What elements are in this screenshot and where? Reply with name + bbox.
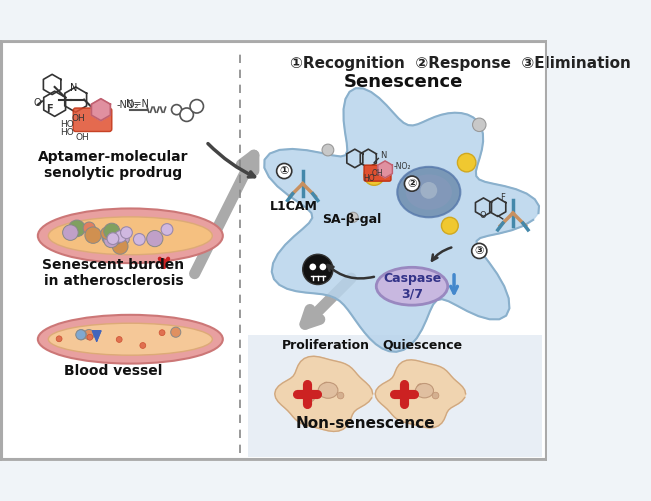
Circle shape xyxy=(104,223,120,239)
Text: F: F xyxy=(46,104,53,114)
Text: Proliferation: Proliferation xyxy=(281,339,369,352)
Text: HO: HO xyxy=(61,120,74,129)
Circle shape xyxy=(115,230,126,242)
Ellipse shape xyxy=(38,208,223,263)
Circle shape xyxy=(120,235,130,244)
Circle shape xyxy=(180,108,193,121)
Circle shape xyxy=(364,165,384,185)
Ellipse shape xyxy=(406,174,452,210)
Text: ③: ③ xyxy=(475,246,484,256)
Circle shape xyxy=(348,212,358,222)
Circle shape xyxy=(402,397,409,404)
Circle shape xyxy=(320,264,326,270)
FancyBboxPatch shape xyxy=(248,335,542,457)
Ellipse shape xyxy=(48,323,212,355)
Circle shape xyxy=(109,232,122,244)
Text: L1CAM: L1CAM xyxy=(270,200,318,213)
Circle shape xyxy=(171,105,182,115)
Circle shape xyxy=(458,153,476,172)
FancyBboxPatch shape xyxy=(0,40,547,461)
Circle shape xyxy=(432,392,439,399)
Polygon shape xyxy=(275,356,372,431)
Text: Blood vessel: Blood vessel xyxy=(64,364,163,378)
Text: Quiescence: Quiescence xyxy=(382,339,462,352)
Circle shape xyxy=(337,392,344,399)
Circle shape xyxy=(133,233,145,245)
Polygon shape xyxy=(375,360,465,428)
Circle shape xyxy=(102,230,116,244)
Circle shape xyxy=(421,182,437,199)
Ellipse shape xyxy=(48,217,212,255)
Text: N=N: N=N xyxy=(126,99,149,109)
Circle shape xyxy=(171,327,181,337)
Text: -NO₂: -NO₂ xyxy=(116,100,139,110)
Circle shape xyxy=(309,264,316,270)
Text: F: F xyxy=(500,193,505,202)
Text: HO: HO xyxy=(61,128,74,137)
Ellipse shape xyxy=(376,268,448,305)
Circle shape xyxy=(62,225,78,240)
Circle shape xyxy=(120,227,132,238)
Circle shape xyxy=(303,255,333,285)
Circle shape xyxy=(56,336,62,342)
Circle shape xyxy=(104,233,118,247)
Text: O: O xyxy=(34,98,41,108)
Text: Caspase
3/7: Caspase 3/7 xyxy=(383,272,441,300)
Ellipse shape xyxy=(415,383,434,398)
Ellipse shape xyxy=(397,167,460,217)
Text: SA-β-gal: SA-β-gal xyxy=(322,213,381,226)
Polygon shape xyxy=(91,99,111,121)
Circle shape xyxy=(101,227,113,239)
Circle shape xyxy=(322,144,334,156)
Circle shape xyxy=(113,238,128,254)
Circle shape xyxy=(472,243,487,259)
Circle shape xyxy=(441,217,458,234)
Circle shape xyxy=(159,330,165,336)
Text: -NO₂: -NO₂ xyxy=(393,162,411,171)
Circle shape xyxy=(277,163,292,179)
Circle shape xyxy=(107,233,119,244)
Text: OH: OH xyxy=(372,169,383,178)
Polygon shape xyxy=(92,331,101,341)
Ellipse shape xyxy=(38,315,223,364)
Circle shape xyxy=(117,337,122,342)
Circle shape xyxy=(404,176,419,191)
Circle shape xyxy=(87,334,93,340)
Circle shape xyxy=(68,220,85,236)
Text: Aptamer-molecular
senolytic prodrug: Aptamer-molecular senolytic prodrug xyxy=(38,150,189,180)
Text: ②: ② xyxy=(408,179,417,189)
Circle shape xyxy=(84,330,94,340)
Text: O: O xyxy=(479,211,486,220)
Circle shape xyxy=(190,100,204,113)
Text: Non-senescence: Non-senescence xyxy=(296,416,436,431)
Polygon shape xyxy=(264,88,539,352)
Polygon shape xyxy=(378,161,393,178)
Circle shape xyxy=(308,395,314,401)
Text: ①Recognition  ②Response  ③Elimination: ①Recognition ②Response ③Elimination xyxy=(290,56,631,71)
FancyBboxPatch shape xyxy=(364,165,391,181)
Ellipse shape xyxy=(318,382,338,398)
Text: ①: ① xyxy=(279,166,289,176)
Circle shape xyxy=(417,384,424,390)
Text: N: N xyxy=(380,151,387,160)
FancyBboxPatch shape xyxy=(3,44,237,458)
Text: OH: OH xyxy=(76,133,89,142)
Text: Senescence: Senescence xyxy=(344,73,464,91)
Circle shape xyxy=(473,118,486,132)
Circle shape xyxy=(83,222,95,234)
Text: Senescent burden
in atherosclerosis: Senescent burden in atherosclerosis xyxy=(42,258,185,288)
Circle shape xyxy=(323,382,329,389)
Text: HO: HO xyxy=(363,174,375,183)
Circle shape xyxy=(76,330,86,340)
Circle shape xyxy=(146,230,163,246)
FancyBboxPatch shape xyxy=(73,108,112,132)
Circle shape xyxy=(85,227,102,243)
Circle shape xyxy=(140,343,146,348)
Text: N: N xyxy=(70,83,77,93)
Circle shape xyxy=(76,330,87,340)
Circle shape xyxy=(161,223,173,235)
Text: OH: OH xyxy=(72,114,85,123)
